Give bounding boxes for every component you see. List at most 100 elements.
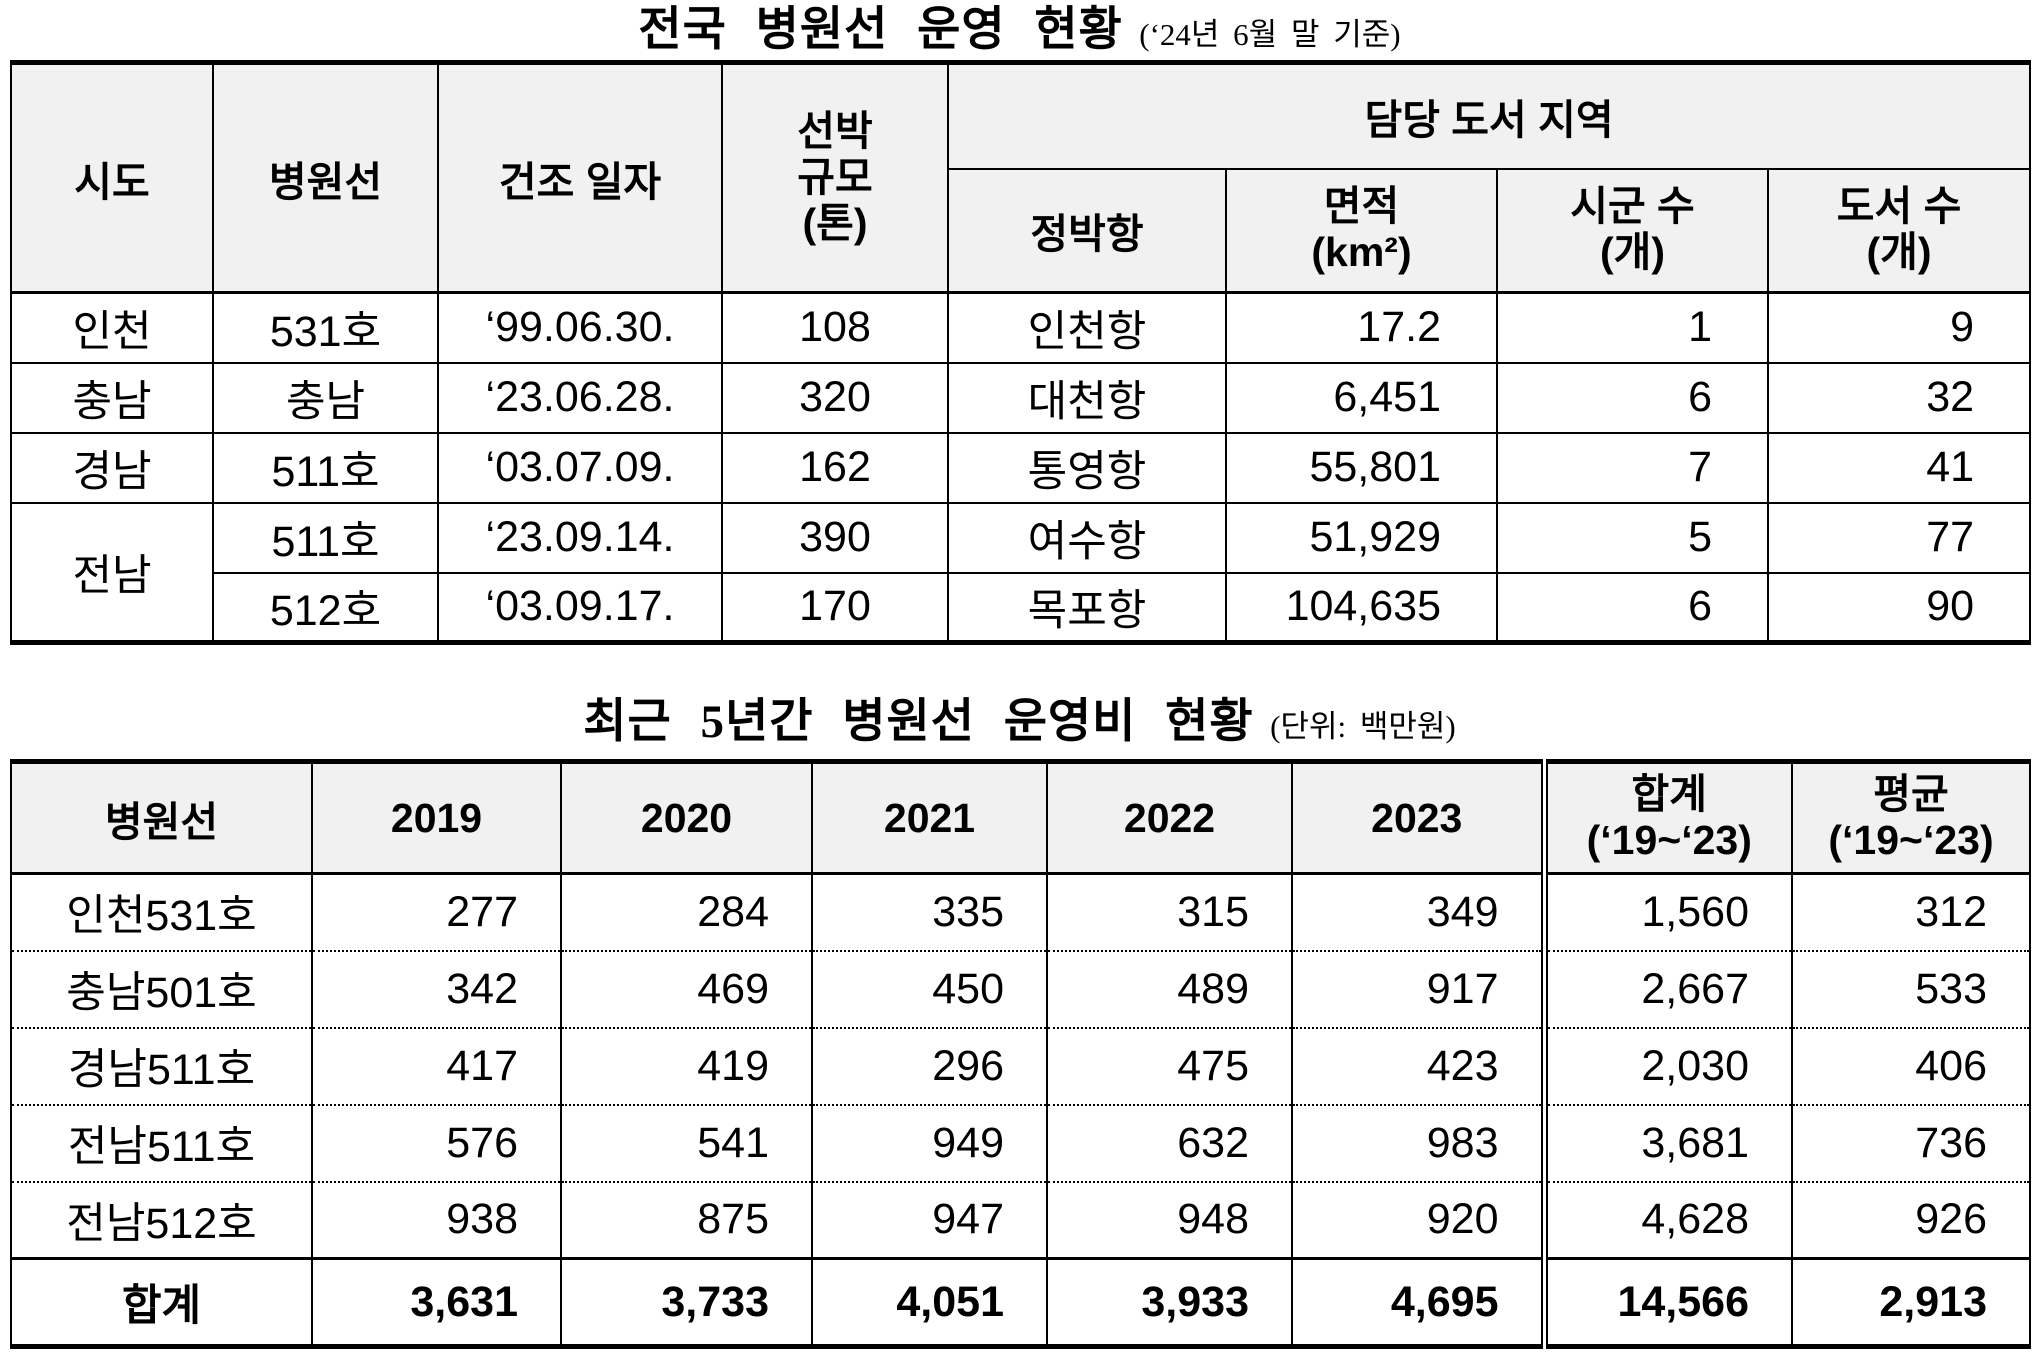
t2-header-2022: 2022 xyxy=(1046,761,1293,875)
table-cell: 4,051 xyxy=(811,1258,1048,1347)
table-cell: 511호 xyxy=(212,501,439,574)
table-cell: 947 xyxy=(811,1181,1048,1260)
t1-header-ship-size-line1: 선박 xyxy=(797,108,873,155)
t2-header-total-line2: (‘19~‘23) xyxy=(1586,817,1752,863)
table-cell: 162 xyxy=(721,431,949,504)
table-cell: 511호 xyxy=(212,431,439,504)
t1-header-port: 정박항 xyxy=(947,167,1227,294)
table-cell: 6,451 xyxy=(1225,361,1498,434)
table-row: 512호 ‘03.09.17. 170 목포항 104,635 6 90 xyxy=(11,571,2032,644)
table-cell: 419 xyxy=(560,1027,813,1106)
table-cell: 531호 xyxy=(212,291,439,364)
table-row: 전남 511호 ‘23.09.14. 390 여수항 51,929 5 77 xyxy=(10,501,2032,644)
table-cell: 인천항 xyxy=(947,291,1227,364)
table-cell: 통영항 xyxy=(947,431,1227,504)
table-cell: 541 xyxy=(560,1104,813,1183)
table-cell: 4,628 xyxy=(1540,1181,1793,1260)
table-cell: 여수항 xyxy=(947,501,1227,574)
table2-title: 최근 5년간 병원선 운영비 현황 (단위: 백만원) xyxy=(0,691,2039,753)
table-cell: 450 xyxy=(811,950,1048,1029)
table-total-row: 합계 3,631 3,733 4,051 3,933 4,695 14,566 … xyxy=(10,1258,2031,1347)
table-cell: 469 xyxy=(560,950,813,1029)
t2-header-avg-line2: (‘19~‘23) xyxy=(1828,817,1994,863)
table-row: 경남511호 417 419 296 475 423 2,030 406 xyxy=(10,1027,2031,1106)
table-cell: 41 xyxy=(1766,431,2032,504)
t1-header-doseo-line2: (개) xyxy=(1866,229,1932,276)
table-cell: 938 xyxy=(311,1181,562,1260)
table2-title-note: (단위: 백만원) xyxy=(1270,709,1456,744)
table-cell: 926 xyxy=(1791,1181,2031,1260)
table-cell: 315 xyxy=(1046,873,1293,952)
table-cell: 17.2 xyxy=(1225,291,1498,364)
table-cell: 917 xyxy=(1291,950,1545,1029)
table-cell: 423 xyxy=(1291,1027,1545,1106)
table-cell: 충남 xyxy=(10,361,214,434)
table-row: 인천 531호 ‘99.06.30. 108 인천항 17.2 1 9 xyxy=(10,291,2032,364)
table-cell: ‘03.09.17. xyxy=(437,571,723,644)
national-hospital-ship-table: 시도 병원선 건조 일자 선박 규모 (톤) 담당 도서 지역 정박항 면적 (… xyxy=(10,60,2032,645)
table-cell: 충남 xyxy=(212,361,439,434)
table-cell: 312 xyxy=(1791,873,2031,952)
table-cell: 대천항 xyxy=(947,361,1227,434)
table-row: 시도 병원선 건조 일자 선박 규모 (톤) 담당 도서 지역 xyxy=(10,61,2032,294)
table-cell: 인천531호 xyxy=(10,873,313,952)
table-cell: 920 xyxy=(1291,1181,1545,1260)
table-cell: 32 xyxy=(1766,361,2032,434)
t1-header-sido: 시도 xyxy=(10,61,214,294)
table-cell: 합계 xyxy=(10,1258,313,1347)
table-cell: 983 xyxy=(1291,1104,1545,1183)
table-row: 병원선 2019 2020 2021 2022 2023 합계 (‘19~‘23… xyxy=(10,761,2031,875)
table-cell: 인천 xyxy=(10,291,214,364)
table-cell: 전남511호 xyxy=(10,1104,313,1183)
t1-header-doseo-line1: 도서 수 xyxy=(1836,183,1962,230)
table-cell: 4,695 xyxy=(1291,1258,1545,1347)
table-cell: 949 xyxy=(811,1104,1048,1183)
t1-header-ship: 병원선 xyxy=(212,61,439,294)
t2-header-avg: 평균 (‘19~‘23) xyxy=(1791,761,2031,875)
table-cell: 3,733 xyxy=(560,1258,813,1347)
table-row: 경남 511호 ‘03.07.09. 162 통영항 55,801 7 41 xyxy=(10,431,2032,504)
table-row: 인천531호 277 284 335 315 349 1,560 312 xyxy=(10,873,2031,952)
t1-header-sigun-line1: 시군 수 xyxy=(1570,183,1695,230)
table-cell: 417 xyxy=(311,1027,562,1106)
table-cell: 목포항 xyxy=(947,571,1227,644)
t1-header-build-date: 건조 일자 xyxy=(437,61,723,294)
table-cell: 320 xyxy=(721,361,949,434)
table-row: 충남501호 342 469 450 489 917 2,667 533 xyxy=(10,950,2031,1029)
table-row: 충남 충남 ‘23.06.28. 320 대천항 6,451 6 32 xyxy=(10,361,2032,434)
table-cell: 284 xyxy=(560,873,813,952)
table-cell: 77 xyxy=(1766,501,2032,574)
table-cell: 277 xyxy=(311,873,562,952)
table-cell: 349 xyxy=(1291,873,1545,952)
table-cell: 1,560 xyxy=(1540,873,1793,952)
table-cell: 55,801 xyxy=(1225,431,1498,504)
table-cell: 2,913 xyxy=(1791,1258,2031,1347)
t2-header-2021: 2021 xyxy=(811,761,1048,875)
table-cell: 576 xyxy=(311,1104,562,1183)
table-cell: 3,681 xyxy=(1540,1104,1793,1183)
table1-title: 전국 병원선 운영 현황 (‘24년 6월 말 기준) xyxy=(0,0,2039,60)
table-cell: 108 xyxy=(721,291,949,364)
t1-header-sigun: 시군 수 (개) xyxy=(1496,167,1769,294)
t1-header-ship-size-line3: (톤) xyxy=(802,199,868,246)
table-cell: 475 xyxy=(1046,1027,1293,1106)
table-cell: 632 xyxy=(1046,1104,1293,1183)
table-cell: 충남501호 xyxy=(10,950,313,1029)
t1-header-area-line2: (km²) xyxy=(1311,229,1412,276)
table-cell: 736 xyxy=(1791,1104,2031,1183)
table-cell: 390 xyxy=(721,501,949,574)
t2-header-2019: 2019 xyxy=(311,761,562,875)
table-cell: 51,929 xyxy=(1225,501,1498,574)
t2-header-2023: 2023 xyxy=(1291,761,1545,875)
table-cell: 14,566 xyxy=(1540,1258,1793,1347)
table-row: 전남511호 576 541 949 632 983 3,681 736 xyxy=(10,1104,2031,1183)
t1-header-ship-size: 선박 규모 (톤) xyxy=(721,61,949,294)
table-cell: 875 xyxy=(560,1181,813,1260)
table-cell: 489 xyxy=(1046,950,1293,1029)
t1-header-area-line1: 면적 xyxy=(1323,183,1400,230)
table-cell: ‘23.06.28. xyxy=(437,361,723,434)
table-cell: 3,631 xyxy=(311,1258,562,1347)
table-cell: 2,667 xyxy=(1540,950,1793,1029)
table-cell: 6 xyxy=(1496,571,1769,644)
